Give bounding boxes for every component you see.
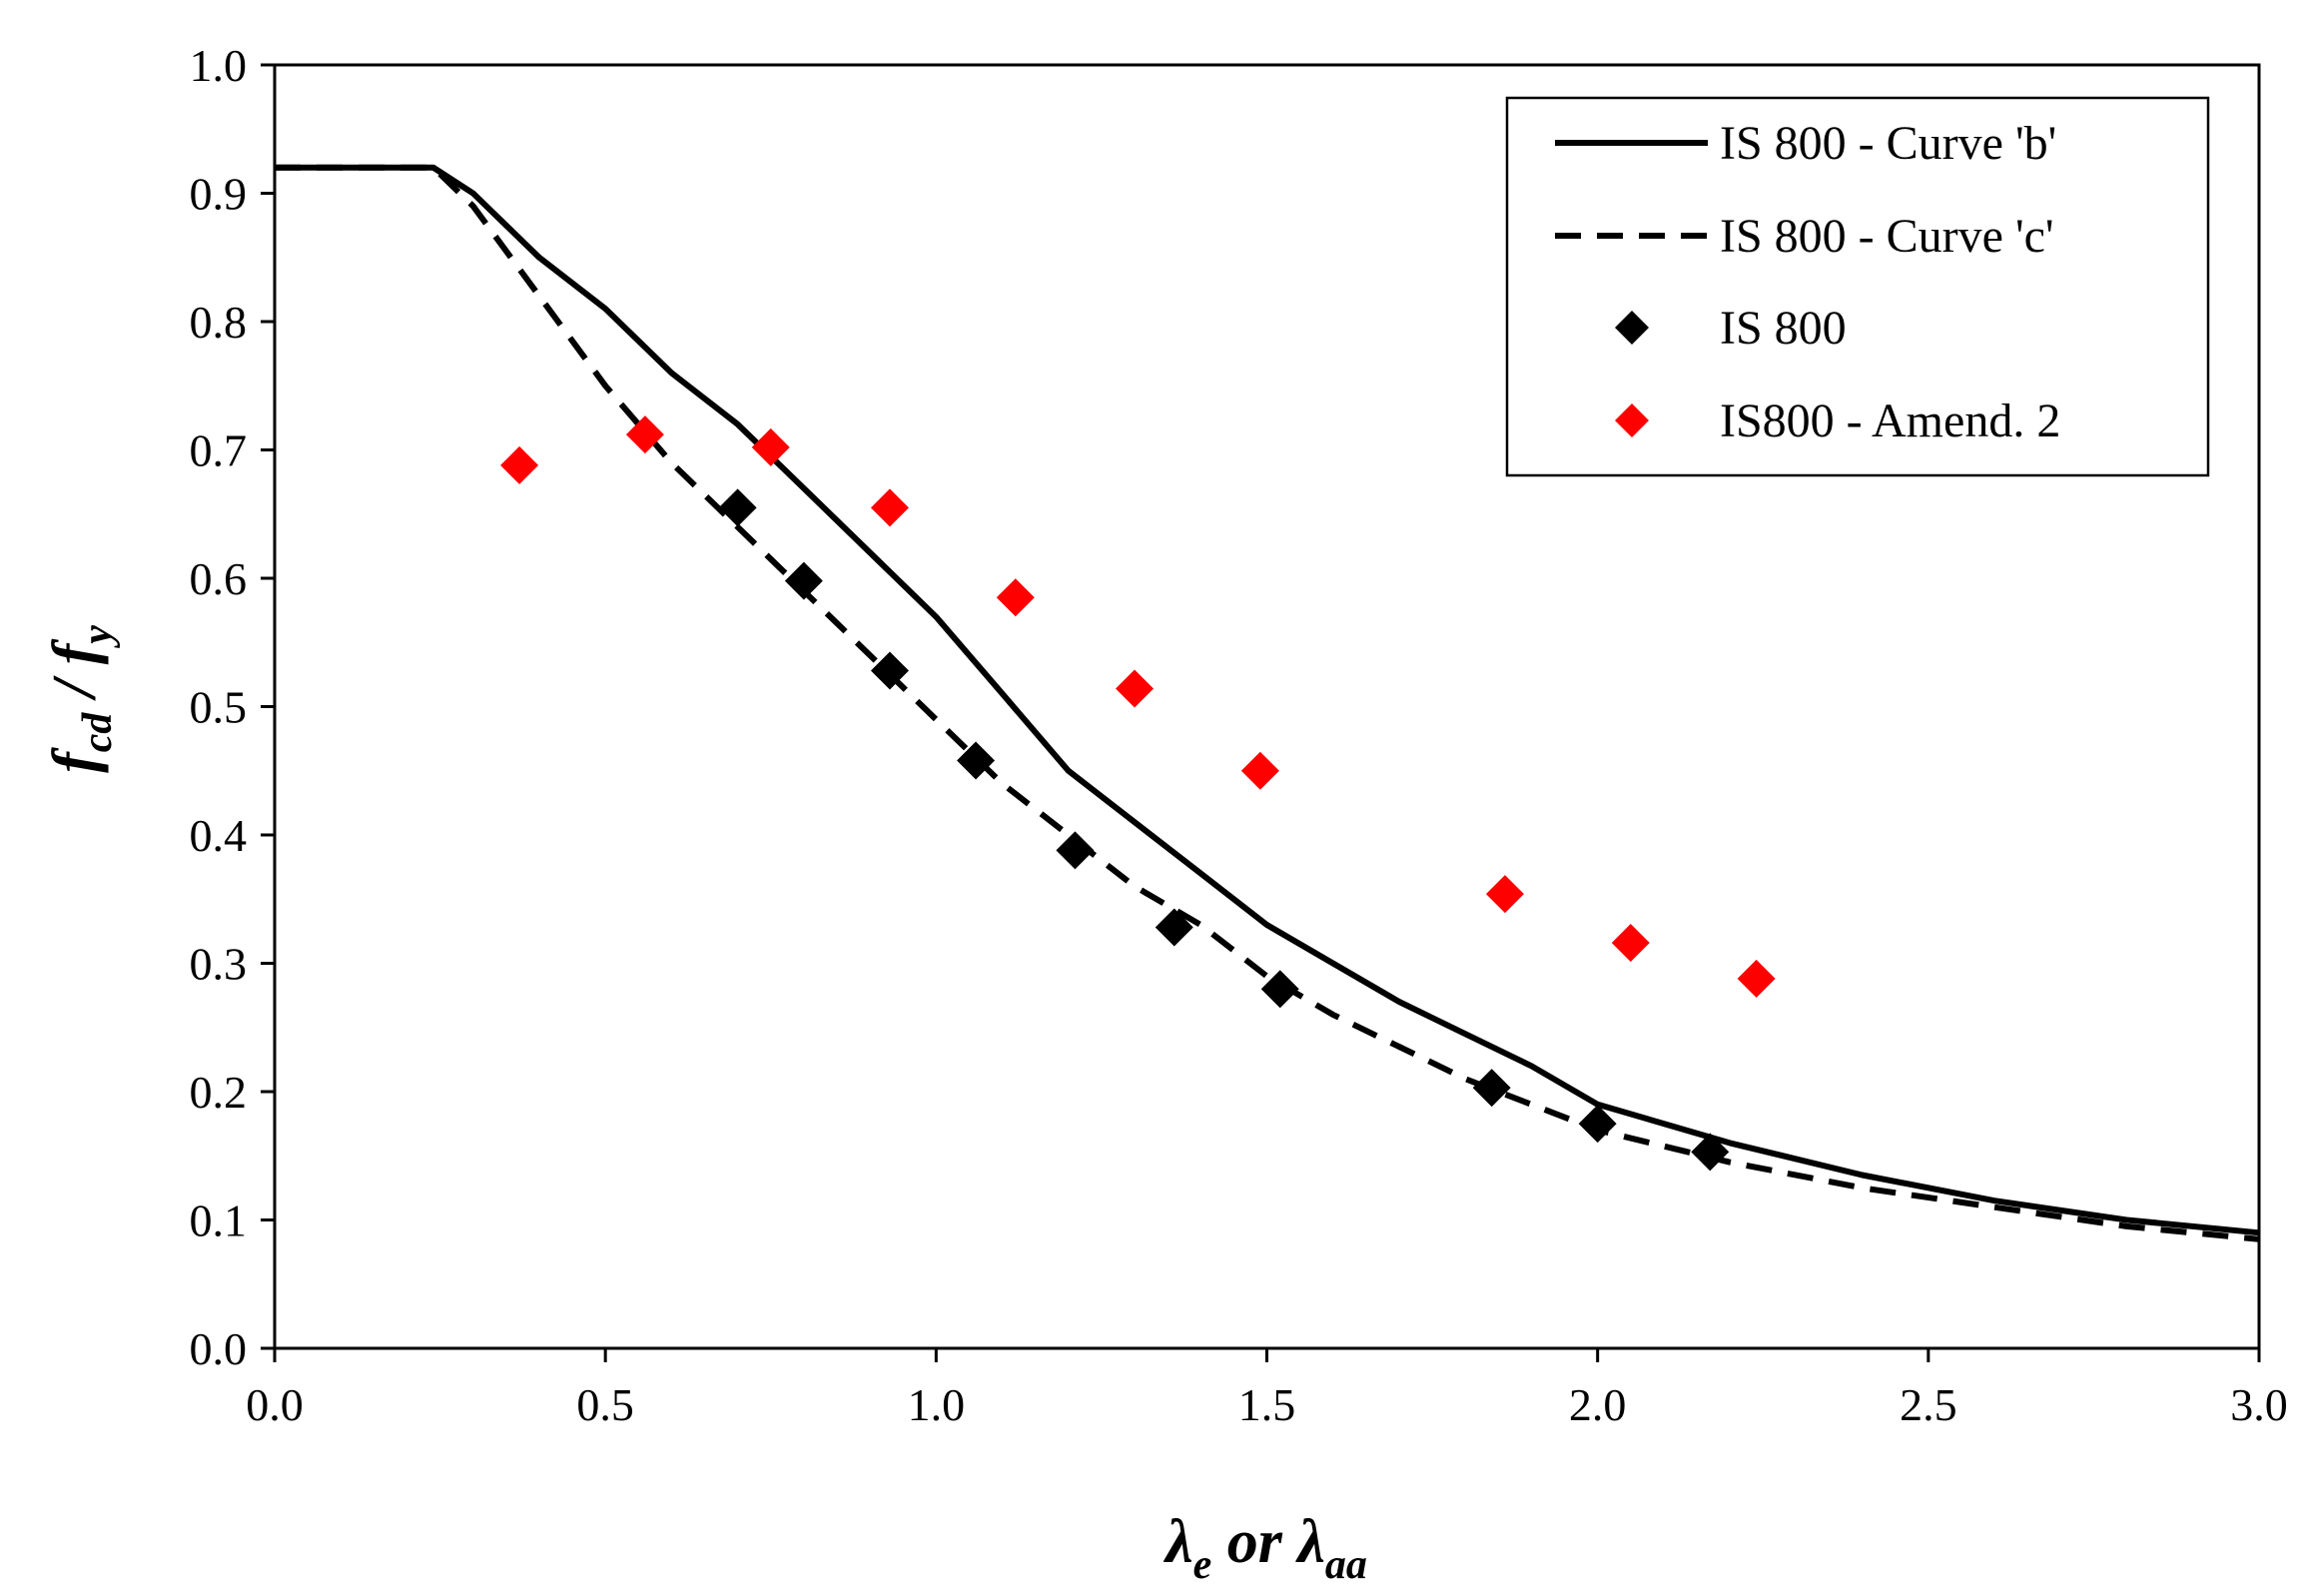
legend-swatch xyxy=(1615,403,1649,437)
series-layer xyxy=(275,164,2260,1242)
y-tick-label: 0.0 xyxy=(190,1323,248,1374)
data-point xyxy=(1578,1105,1617,1144)
y-axis-title: fcd / fy xyxy=(41,625,121,773)
legend-item: IS800 - Amend. 2 xyxy=(1615,395,2060,447)
series-points-is800 xyxy=(718,488,1730,1172)
legend-label: IS 800 - Curve 'c' xyxy=(1720,210,2054,263)
y-tick-label: 0.4 xyxy=(190,810,248,861)
legend-item: IS 800 xyxy=(1615,302,1847,355)
series-points-amend2 xyxy=(500,415,1776,998)
data-point xyxy=(751,427,790,466)
y-axis-ticks: 0.0 0.1 0.2 0.3 0.4 0.5 0.6 0.7 0.8 0.9 1.0 xyxy=(190,40,275,1374)
legend-item: IS 800 - Curve 'c' xyxy=(1555,210,2054,263)
data-point xyxy=(996,578,1035,617)
x-tick-label: 2.0 xyxy=(1569,1379,1627,1430)
x-tick-label: 3.0 xyxy=(2230,1379,2288,1430)
data-point xyxy=(870,651,909,690)
data-point xyxy=(1472,1069,1511,1108)
legend: IS 800 - Curve 'b' IS 800 - Curve 'c' IS 8… xyxy=(1505,96,2210,477)
data-point xyxy=(1056,831,1095,870)
y-tick-label: 0.8 xyxy=(190,297,248,348)
legend-label: IS 800 - Curve 'b' xyxy=(1720,117,2056,170)
data-point xyxy=(1691,1133,1730,1172)
y-tick-label: 0.6 xyxy=(190,553,248,604)
y-tick-label: 0.7 xyxy=(190,425,248,476)
data-point xyxy=(1260,970,1299,1009)
data-point xyxy=(500,445,539,484)
data-point xyxy=(1737,959,1776,998)
data-point xyxy=(718,488,757,527)
data-point xyxy=(1611,923,1650,962)
legend-label: IS800 - Amend. 2 xyxy=(1720,395,2060,447)
data-point xyxy=(870,488,909,527)
y-tick-label: 0.5 xyxy=(190,682,248,733)
y-tick-label: 0.2 xyxy=(190,1067,248,1118)
y-tick-label: 0.9 xyxy=(190,169,248,220)
y-tick-label: 1.0 xyxy=(190,40,248,91)
x-axis-title: λe or λaa xyxy=(1162,1508,1367,1588)
y-tick-label: 0.3 xyxy=(190,939,248,990)
legend-item: IS 800 - Curve 'b' xyxy=(1555,117,2056,170)
legend-label: IS 800 xyxy=(1720,302,1847,355)
data-point xyxy=(784,561,823,600)
x-axis-ticks: 0.0 0.5 1.0 1.5 2.0 2.5 3.0 xyxy=(246,1348,2288,1430)
data-point xyxy=(1240,751,1279,790)
x-tick-label: 0.5 xyxy=(576,1379,634,1430)
y-tick-label: 0.1 xyxy=(190,1196,248,1246)
data-point xyxy=(957,741,996,780)
x-tick-label: 0.0 xyxy=(246,1379,304,1430)
data-point xyxy=(1155,908,1193,947)
x-tick-label: 1.0 xyxy=(908,1379,966,1430)
series-line-curve-b xyxy=(275,164,2260,1236)
series-line-curve-c xyxy=(275,164,2260,1242)
data-point xyxy=(625,415,664,454)
legend-swatch xyxy=(1615,311,1649,345)
x-tick-label: 1.5 xyxy=(1238,1379,1296,1430)
data-point xyxy=(1485,875,1524,914)
x-tick-label: 2.5 xyxy=(1900,1379,1957,1430)
data-point xyxy=(1116,669,1155,708)
